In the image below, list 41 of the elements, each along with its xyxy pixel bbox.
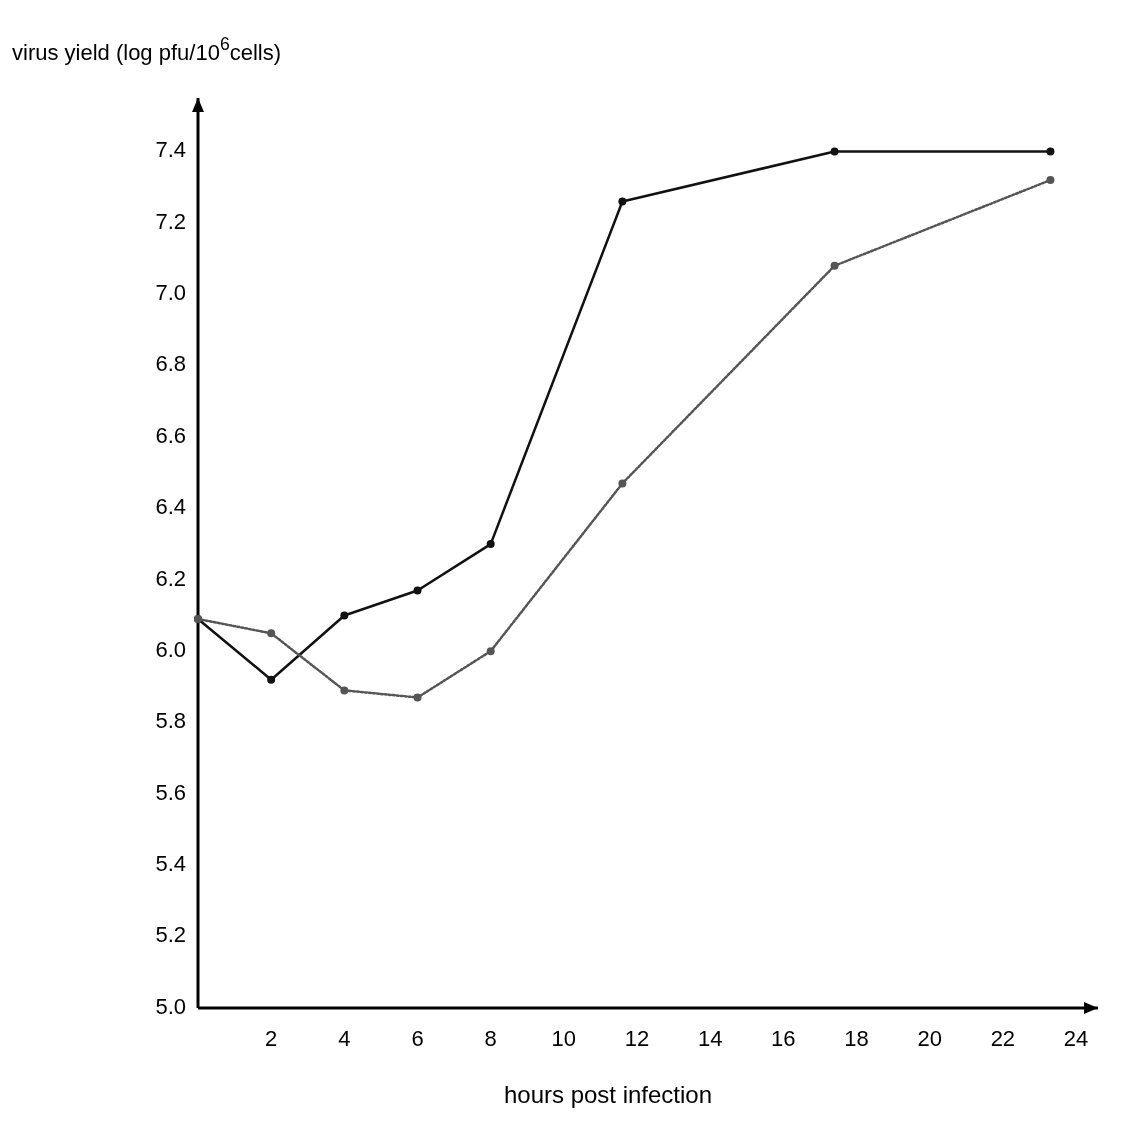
- point: [830, 147, 839, 156]
- x-tick-label: 10: [551, 1026, 577, 1051]
- point: [267, 629, 276, 638]
- x-tick-label: 2: [265, 1026, 278, 1051]
- y-tick-label: 6.8: [155, 351, 186, 377]
- y-tick-label: 6.2: [155, 565, 186, 591]
- point: [486, 540, 495, 549]
- x-tick-label: 20: [917, 1026, 942, 1051]
- point: [1046, 147, 1055, 156]
- x-tick-label: 14: [697, 1026, 723, 1051]
- point: [340, 611, 349, 620]
- x-axis-title: hours post infection: [503, 1081, 713, 1108]
- y-tick-label: 5.0: [155, 993, 186, 1019]
- point: [486, 647, 495, 656]
- y-axis-title: virus yield (log pfu/10$^{6}$cells): [12, 34, 282, 65]
- point: [413, 693, 422, 702]
- x-tick-label: 22: [990, 1026, 1016, 1051]
- x-tick-label: 8: [484, 1026, 497, 1051]
- point: [830, 261, 839, 270]
- point: [413, 586, 422, 595]
- y-tick-label: 5.2: [155, 922, 186, 948]
- x-tick-label: 16: [771, 1026, 796, 1051]
- x-tick-label: 24: [1063, 1026, 1089, 1051]
- y-tick-label: 5.6: [155, 779, 186, 805]
- y-tick-label: 6.4: [155, 494, 186, 520]
- point: [618, 197, 627, 206]
- x-tick-label: 18: [844, 1026, 869, 1051]
- y-tick-label: 7.0: [155, 280, 186, 306]
- y-tick-label: 6.6: [155, 422, 186, 448]
- y-tick-label: 7.4: [155, 137, 186, 163]
- point: [1046, 176, 1055, 185]
- point: [618, 479, 627, 488]
- x-tick-label: 6: [411, 1026, 424, 1051]
- x-tick-label: 12: [624, 1026, 650, 1051]
- y-tick-label: 5.4: [155, 851, 186, 877]
- point: [267, 675, 276, 684]
- point: [340, 686, 349, 695]
- y-tick-label: 7.2: [155, 208, 186, 234]
- y-tick-label: 6.0: [155, 636, 186, 662]
- y-tick-label: 5.8: [155, 708, 186, 734]
- x-tick-label: 4: [338, 1026, 351, 1051]
